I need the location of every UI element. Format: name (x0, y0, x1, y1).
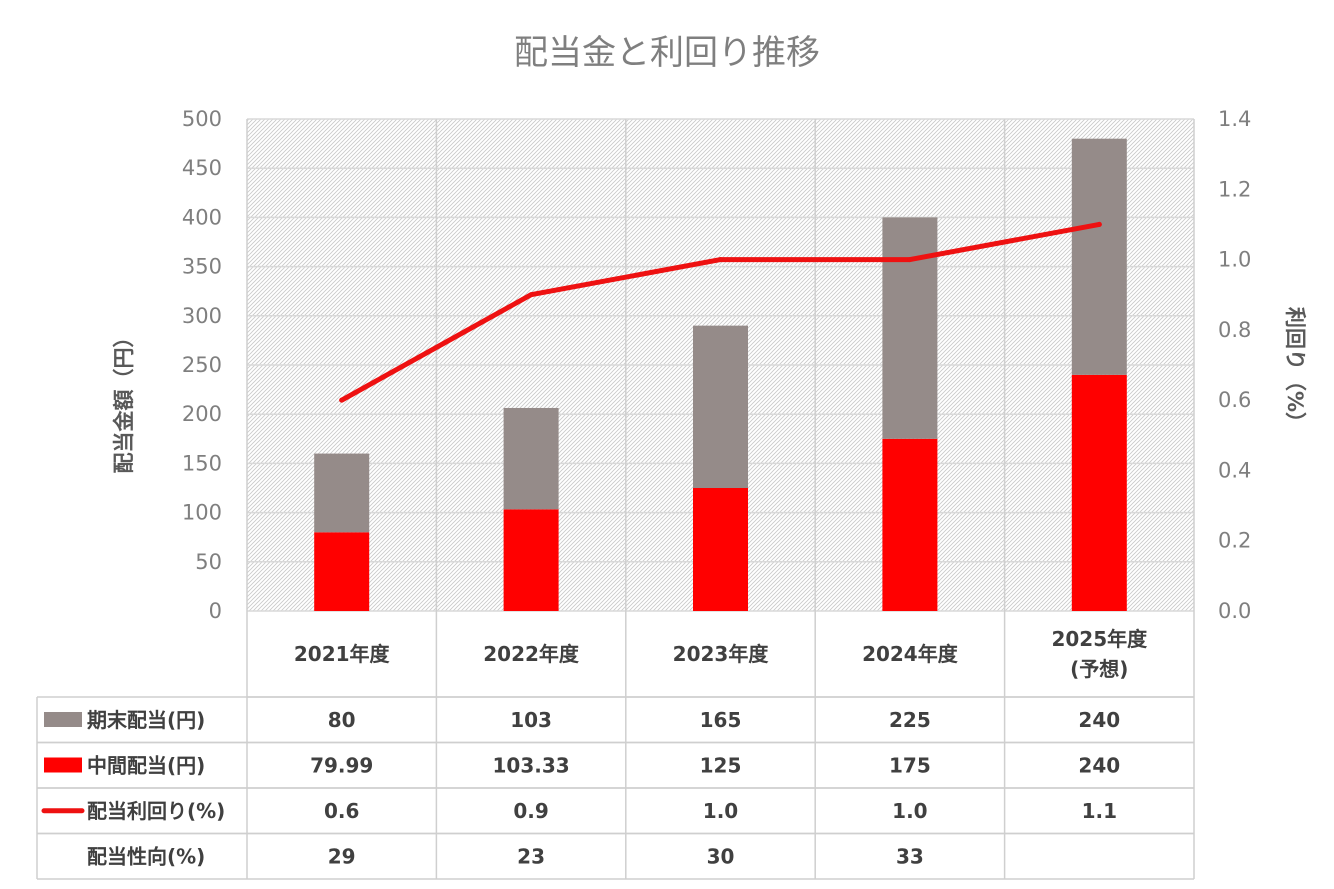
legend-key-interim (44, 757, 82, 773)
bar-interim (1071, 374, 1127, 611)
table-row-label: 中間配当(円) (87, 753, 205, 777)
bars (314, 138, 1127, 611)
bar-interim (693, 488, 748, 611)
y2-axis-label: 利回り（%） (1283, 307, 1307, 433)
yield-point (339, 397, 345, 403)
yield-point (907, 257, 913, 263)
table-cell: 125 (700, 753, 742, 777)
table-cell: 30 (707, 844, 735, 868)
legend-key-final (44, 712, 82, 727)
bar-final (693, 325, 748, 488)
y-tick-label: 150 (182, 451, 222, 475)
table-row-label: 期末配当(円) (87, 708, 205, 732)
table-cell: 33 (896, 844, 924, 868)
category-label: 2021年度 (294, 642, 391, 666)
category-label: 2024年度 (862, 642, 959, 666)
table-cell: 165 (700, 708, 742, 732)
y2-tick-label: 1.4 (1218, 107, 1251, 131)
y-axis-ticks: 0 50 100 150 200 250 300 350 400 450 500 (182, 107, 222, 623)
table-cell: 103.33 (493, 753, 570, 777)
table-cell: 103 (510, 708, 552, 732)
y-tick-label: 200 (182, 402, 222, 426)
y2-tick-label: 0.6 (1218, 388, 1251, 412)
y-tick-label: 300 (182, 304, 222, 328)
table-cell: 240 (1078, 708, 1120, 732)
chart-title: 配当金と利回り推移 (514, 33, 820, 73)
y2-tick-label: 0.4 (1218, 458, 1251, 482)
table-row-label: 配当利回り(%) (87, 799, 225, 823)
y-axis-label: 配当金額（円） (112, 327, 136, 474)
yield-point (1096, 221, 1102, 227)
bar-final (314, 453, 370, 533)
table-cell: 80 (328, 708, 356, 732)
y2-tick-label: 1.2 (1218, 177, 1251, 201)
yield-point (718, 257, 723, 263)
y-tick-label: 350 (182, 255, 222, 279)
y-tick-label: 450 (182, 156, 222, 180)
bar-final (1071, 138, 1127, 375)
y2-tick-label: 0.8 (1218, 318, 1251, 342)
category-label: 2023年度 (673, 642, 770, 666)
data-table: 2021年度 2022年度 2023年度 2024年度 2025年度 (予想) 期末配当(円… (36, 627, 1194, 880)
bar-interim (882, 438, 938, 611)
category-label: 2025年度 (1051, 627, 1148, 651)
table-cell: 0.9 (513, 799, 548, 823)
y2-tick-label: 0.2 (1218, 529, 1251, 553)
bar-final (503, 407, 559, 510)
y-tick-label: 500 (182, 107, 222, 131)
yield-point (528, 292, 534, 298)
y-tick-label: 50 (195, 550, 222, 574)
table-cell: 1.1 (1082, 799, 1117, 823)
y2-axis-ticks: 0.0 0.2 0.4 0.6 0.8 1.0 1.2 1.4 (1218, 107, 1251, 623)
bar-interim (314, 532, 370, 611)
table-row-label: 配当性向(%) (87, 844, 205, 868)
table-cell: 1.0 (892, 799, 927, 823)
y-tick-label: 250 (182, 353, 222, 377)
bar-interim (503, 509, 559, 611)
bar-final (882, 217, 938, 439)
table-cell: 0.6 (324, 799, 359, 823)
y2-tick-label: 1.0 (1218, 248, 1251, 272)
table-cell: 79.99 (310, 753, 373, 777)
table-cell: 29 (328, 844, 356, 868)
y-tick-label: 400 (182, 205, 222, 229)
table-cell: 175 (889, 753, 931, 777)
table-cell: 225 (889, 708, 931, 732)
y2-tick-label: 0.0 (1218, 599, 1251, 623)
table-cell: 240 (1078, 753, 1120, 777)
y-tick-label: 100 (182, 501, 222, 525)
table-cell: 23 (517, 844, 545, 868)
table-cell: 1.0 (703, 799, 738, 823)
category-label: 2022年度 (483, 642, 580, 666)
yield-line (339, 221, 1102, 403)
category-label: (予想) (1070, 657, 1128, 681)
y-tick-label: 0 (209, 599, 222, 623)
